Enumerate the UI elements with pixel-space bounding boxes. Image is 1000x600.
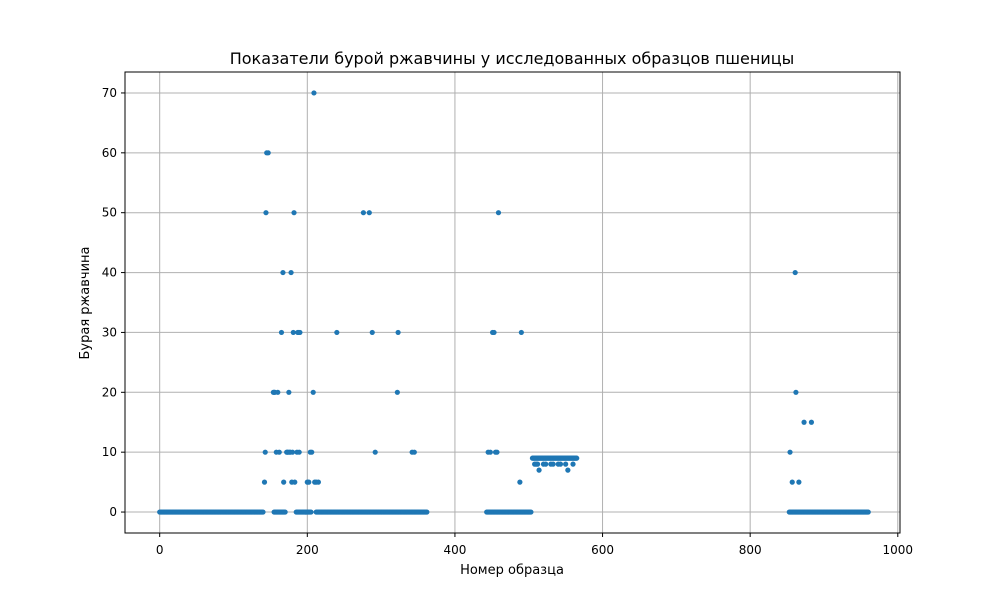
data-point [796,479,802,485]
y-tick-label: 10 [102,445,117,459]
data-point [495,210,502,216]
data-point [360,210,367,216]
data-point [276,449,282,455]
y-tick-label: 50 [102,206,117,220]
data-point [275,389,281,395]
data-point [494,449,500,455]
y-axis-label: Бурая ржавчина [78,247,93,360]
data-point [518,329,524,336]
data-point [306,479,312,485]
y-tick-label: 30 [102,325,117,339]
data-point [366,210,372,216]
y-axis-ticks: 0 10 20 30 40 50 60 70 [102,86,125,519]
x-axis-ticks: 0 200 400 600 800 1000 [156,533,913,557]
y-tick-label: 40 [102,266,117,280]
data-point [801,419,807,425]
data-point [534,461,541,467]
data-point [262,449,268,455]
data-points [157,90,871,515]
x-tick-label: 600 [591,543,614,557]
data-point [528,509,534,515]
data-point [557,461,564,467]
data-point [282,509,288,515]
data-point [334,329,340,336]
x-tick-label: 800 [739,543,762,557]
plot-frame [124,71,901,534]
x-tick-label: 400 [443,543,466,557]
x-tick-label: 1000 [883,543,914,557]
data-point [289,449,296,455]
data-point [308,509,314,515]
data-point [263,210,269,216]
x-axis-label: Номер образца [460,563,564,578]
data-point [411,449,417,455]
data-point [309,449,315,455]
data-point [297,329,303,336]
y-tick-label: 0 [109,505,117,519]
data-point [310,389,316,395]
data-point [787,449,793,455]
chart-title: Показатели бурой ржавчины у исследованны… [230,49,795,68]
data-point [793,389,799,395]
y-tick-label: 60 [102,146,117,160]
data-point [260,509,266,515]
data-point [487,449,493,455]
data-point [574,455,580,461]
grid-lines [125,72,900,533]
data-point [789,479,795,485]
data-point [536,467,542,473]
data-point [278,329,285,336]
data-point [292,479,298,485]
data-point [491,329,497,336]
data-point [303,509,309,515]
x-tick-label: 200 [296,543,319,557]
data-point [517,479,523,485]
data-point [394,389,400,395]
data-point [261,479,268,485]
data-point [290,329,296,336]
data-point [286,389,292,395]
data-point [369,329,375,336]
data-point [792,269,798,276]
data-point [280,269,286,276]
data-point [281,479,287,485]
data-point [865,509,871,515]
x-tick-label: 0 [156,543,164,557]
data-point [550,461,556,467]
data-point [563,461,569,467]
data-point [808,419,815,425]
y-tick-label: 20 [102,385,117,399]
data-point [570,461,576,467]
data-point [372,449,378,455]
data-point [565,467,571,473]
data-point [265,150,271,156]
y-tick-label: 70 [102,86,117,100]
data-point [424,509,430,515]
data-point [543,461,549,467]
data-point [395,329,401,336]
data-point [315,479,321,485]
data-point [291,210,297,216]
data-point [296,449,302,455]
data-point [288,269,294,276]
data-point [311,90,317,96]
